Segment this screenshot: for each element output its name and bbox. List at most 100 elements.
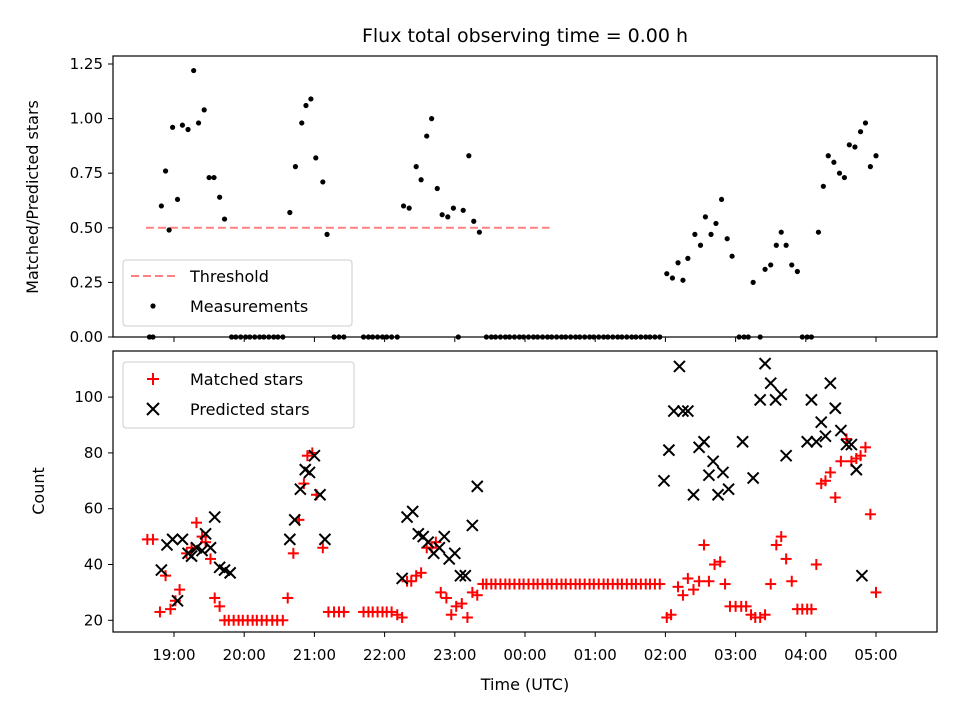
measurement-point: [413, 164, 419, 170]
legend-predicted-swatch: [146, 402, 160, 416]
predicted-star-point: [676, 404, 690, 418]
svg-text:02:00: 02:00: [644, 646, 687, 664]
predicted-star-point: [702, 469, 716, 482]
measurement-point: [299, 120, 305, 126]
bottom-y-tick: 60: [84, 500, 113, 518]
measurement-point: [836, 170, 843, 176]
predicted-star-point: [185, 549, 198, 563]
predicted-star-point: [454, 569, 467, 582]
bottom-x-tick: 20:00: [223, 632, 266, 664]
top-y-tick: 1.00: [70, 110, 113, 128]
measurement-point: [718, 196, 725, 203]
matched-star-point: [471, 589, 483, 601]
bottom-x-tick: 23:00: [433, 632, 476, 664]
matched-star-point: [682, 572, 694, 584]
matched-star-point: [391, 609, 403, 621]
measurement-point: [750, 279, 756, 285]
predicted-star-point: [722, 482, 735, 496]
predicted-star-point: [805, 393, 818, 407]
bottom-x-tick: 21:00: [293, 632, 336, 664]
matched-star-point: [456, 598, 468, 610]
matched-star-point: [714, 556, 726, 568]
matched-star-point: [687, 584, 699, 596]
measurement-point: [852, 144, 858, 150]
predicted-star-point: [395, 572, 409, 585]
predicted-star-point: [667, 404, 681, 418]
predicted-star-point: [199, 527, 212, 541]
svg-text:40: 40: [84, 556, 103, 574]
measurement-point: [308, 96, 314, 102]
svg-text:21:00: 21:00: [293, 646, 336, 664]
measurement-point: [424, 133, 430, 139]
svg-text:20:00: 20:00: [223, 646, 266, 664]
predicted-star-point: [421, 535, 435, 549]
measurement-point: [846, 142, 852, 148]
predicted-star-point: [176, 533, 189, 546]
predicted-star-point: [448, 547, 462, 560]
matched-star-point: [386, 606, 398, 618]
matched-star-point: [466, 586, 478, 598]
matched-star-point: [754, 612, 766, 624]
legend-measurements-swatch: [150, 303, 156, 309]
predicted-star-point: [758, 357, 772, 370]
measurement-point: [708, 231, 714, 237]
predicted-star-point: [433, 541, 446, 554]
measurement-point: [713, 220, 719, 227]
measurement-point: [815, 229, 822, 235]
matched-star-point: [317, 542, 329, 554]
bottom-y-ticks: 20 40 60 80 100: [74, 388, 113, 629]
measurement-point: [857, 129, 864, 135]
measurement-point: [768, 262, 774, 268]
measurement-point: [320, 179, 326, 185]
legend-threshold-label: Threshold: [189, 267, 269, 286]
matched-star-point: [147, 533, 159, 545]
svg-text:01:00: 01:00: [574, 646, 617, 664]
svg-text:1.00: 1.00: [70, 110, 103, 128]
measurement-point: [418, 177, 424, 183]
measurement-point: [169, 124, 176, 130]
matched-star-point: [440, 592, 452, 604]
predicted-star-point: [155, 563, 168, 577]
measurement-point: [406, 205, 412, 211]
matched-star-point: [703, 575, 715, 587]
svg-text:20: 20: [84, 611, 103, 629]
predicted-star-point: [746, 471, 760, 485]
bottom-x-tick: 01:00: [574, 632, 617, 664]
measurement-point: [158, 203, 164, 209]
predicted-star-point: [829, 402, 842, 415]
predicted-star-point: [673, 360, 686, 373]
svg-text:05:00: 05:00: [854, 646, 897, 664]
x-axis-label: Time (UTC): [480, 675, 569, 694]
predicted-star-point: [810, 435, 823, 448]
measurement-point: [166, 227, 172, 233]
matched-star-point: [282, 592, 294, 604]
measurement-point: [664, 271, 670, 277]
matched-star-point: [770, 539, 782, 551]
svg-text:00:00: 00:00: [503, 646, 546, 664]
top-y-tick: 0.50: [70, 219, 113, 237]
measurement-point: [211, 174, 217, 181]
bottom-x-tick: 04:00: [784, 632, 827, 664]
predicted-star-point: [308, 449, 321, 462]
matched-star-point: [835, 455, 847, 467]
svg-text:0.00: 0.00: [70, 328, 103, 346]
measurement-point: [820, 183, 826, 189]
bottom-legend-box: [122, 361, 355, 429]
matched-star-point: [277, 614, 289, 626]
svg-text:1.25: 1.25: [70, 55, 103, 73]
matched-star-point: [338, 606, 350, 618]
predicted-star-point: [195, 544, 209, 557]
measurement-point: [434, 185, 440, 192]
predicted-star-point: [753, 393, 767, 407]
predicted-star-point: [800, 435, 814, 448]
matched-star-point: [654, 578, 666, 590]
matched-star-point: [665, 609, 677, 621]
matched-star-point: [759, 609, 771, 621]
top-y-tick: 0.00: [70, 328, 113, 346]
bottom-x-tick: 02:00: [644, 632, 687, 664]
matched-star-point: [859, 441, 871, 453]
measurement-point: [692, 231, 698, 237]
matched-star-point: [209, 592, 221, 604]
measurement-point: [724, 236, 730, 242]
